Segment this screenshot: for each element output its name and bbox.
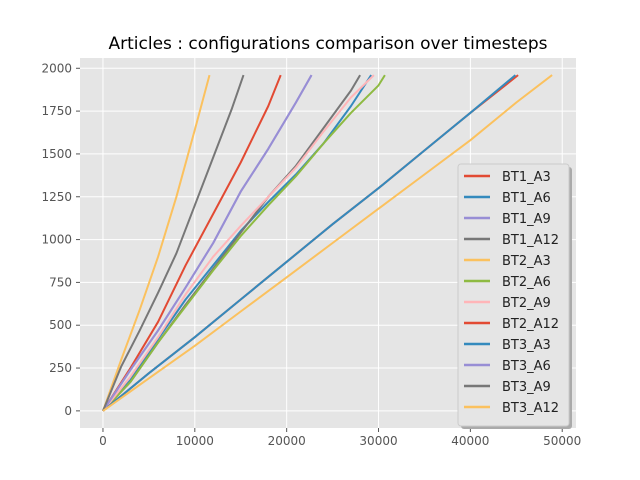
legend-label: BT2_A12	[502, 317, 559, 332]
x-axis: 0 10000 20000 30000 40000 50000	[99, 428, 581, 448]
legend-label: BT1_A12	[502, 233, 559, 248]
series-group	[102, 74, 553, 412]
y-tick-label: 1500	[41, 147, 72, 161]
y-tick-label: 1250	[41, 190, 72, 204]
series-line-bt2-a9	[102, 74, 375, 412]
series-line-bt3-a6	[102, 74, 313, 412]
x-tick-label: 10000	[176, 434, 214, 448]
series-line-bt3-a12	[102, 74, 553, 412]
legend-label: BT1_A9	[502, 212, 551, 227]
x-tick-label: 50000	[543, 434, 581, 448]
legend-label: BT2_A3	[502, 254, 551, 269]
series-line-bt2-a6	[102, 74, 386, 412]
y-tick-label: 500	[49, 318, 72, 332]
series-line-bt2-a3	[102, 74, 211, 412]
series-line-bt3-a9	[102, 74, 245, 412]
x-tick-label: 30000	[359, 434, 397, 448]
y-tick-label: 1750	[41, 104, 72, 118]
y-tick-label: 1000	[41, 233, 72, 247]
legend-label: BT3_A6	[502, 359, 551, 374]
y-tick-label: 2000	[41, 61, 72, 75]
series-line-bt3-a3	[102, 74, 517, 412]
series-line-bt1-a6	[102, 74, 373, 412]
y-tick-label: 0	[64, 404, 72, 418]
legend-box	[457, 163, 570, 427]
legend-label: BT2_A9	[502, 296, 551, 311]
legend-label: BT2_A6	[502, 275, 551, 290]
series-line-bt1-a3	[102, 74, 282, 412]
x-tick-label: 20000	[268, 434, 306, 448]
legend-label: BT3_A3	[502, 338, 551, 353]
legend-label: BT3_A12	[502, 401, 559, 416]
legend: BT1_A3 BT1_A6 BT1_A9 BT1_A12 BT2_A3 BT2_A6 BT2…	[457, 163, 572, 429]
legend-label: BT1_A3	[502, 170, 551, 185]
legend-label: BT3_A9	[502, 380, 551, 395]
x-tick-label: 0	[99, 434, 107, 448]
y-axis: 0 250 500 750 1000 1250 1500 1750 2000	[41, 61, 80, 418]
legend-label: BT1_A6	[502, 191, 551, 206]
y-tick-label: 250	[49, 361, 72, 375]
y-tick-label: 750	[49, 275, 72, 289]
x-tick-label: 40000	[451, 434, 489, 448]
chart-title: Articles : configurations comparison ove…	[109, 34, 548, 54]
